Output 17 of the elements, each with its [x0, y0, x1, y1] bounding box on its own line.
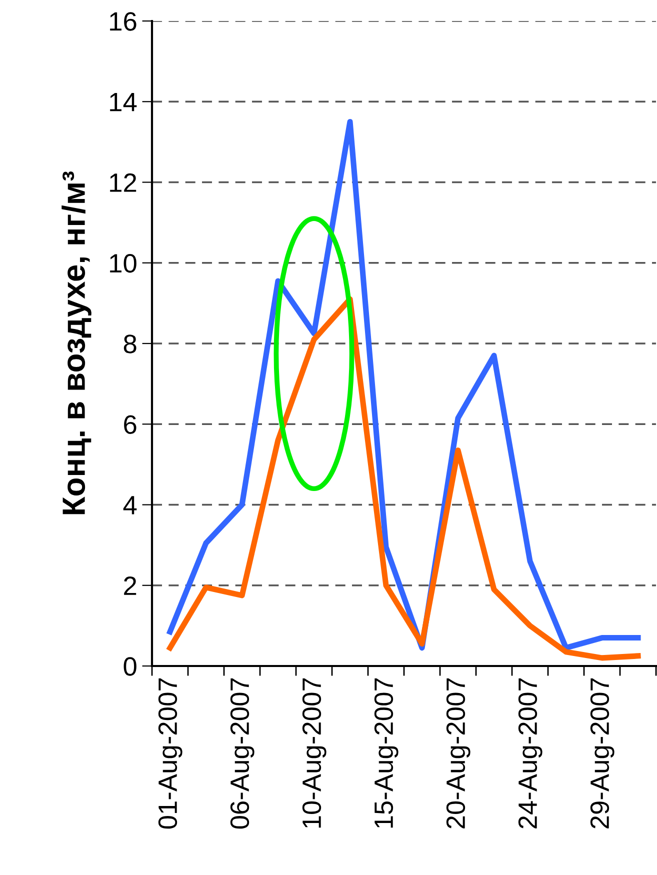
- y-tick-label: 8: [124, 334, 136, 354]
- y-tick-label: 16: [110, 12, 136, 31]
- x-tick-label: 29-Aug-2007: [590, 678, 614, 828]
- x-tick-label: 06-Aug-2007: [230, 678, 254, 829]
- y-tick-label: 14: [110, 93, 137, 112]
- y-axis-title: Конц. в воздухе, нг/м³: [62, 171, 92, 514]
- y-tick-label: 0: [124, 657, 136, 676]
- y-tick-label: 2: [124, 576, 136, 595]
- x-tick-label: 10-Aug-2007: [302, 678, 326, 828]
- y-tick-label: 10: [110, 254, 136, 273]
- x-tick-label: 15-Aug-2007: [374, 678, 398, 828]
- x-tick-label: 01-Aug-2007: [158, 678, 182, 829]
- y-tick-label: 6: [124, 415, 136, 434]
- x-tick-label: 20-Aug-2007: [446, 678, 470, 828]
- y-tick-label: 4: [123, 496, 137, 514]
- x-tick-label: 24-Aug-2007: [518, 678, 542, 828]
- y-tick-label: 12: [110, 173, 136, 192]
